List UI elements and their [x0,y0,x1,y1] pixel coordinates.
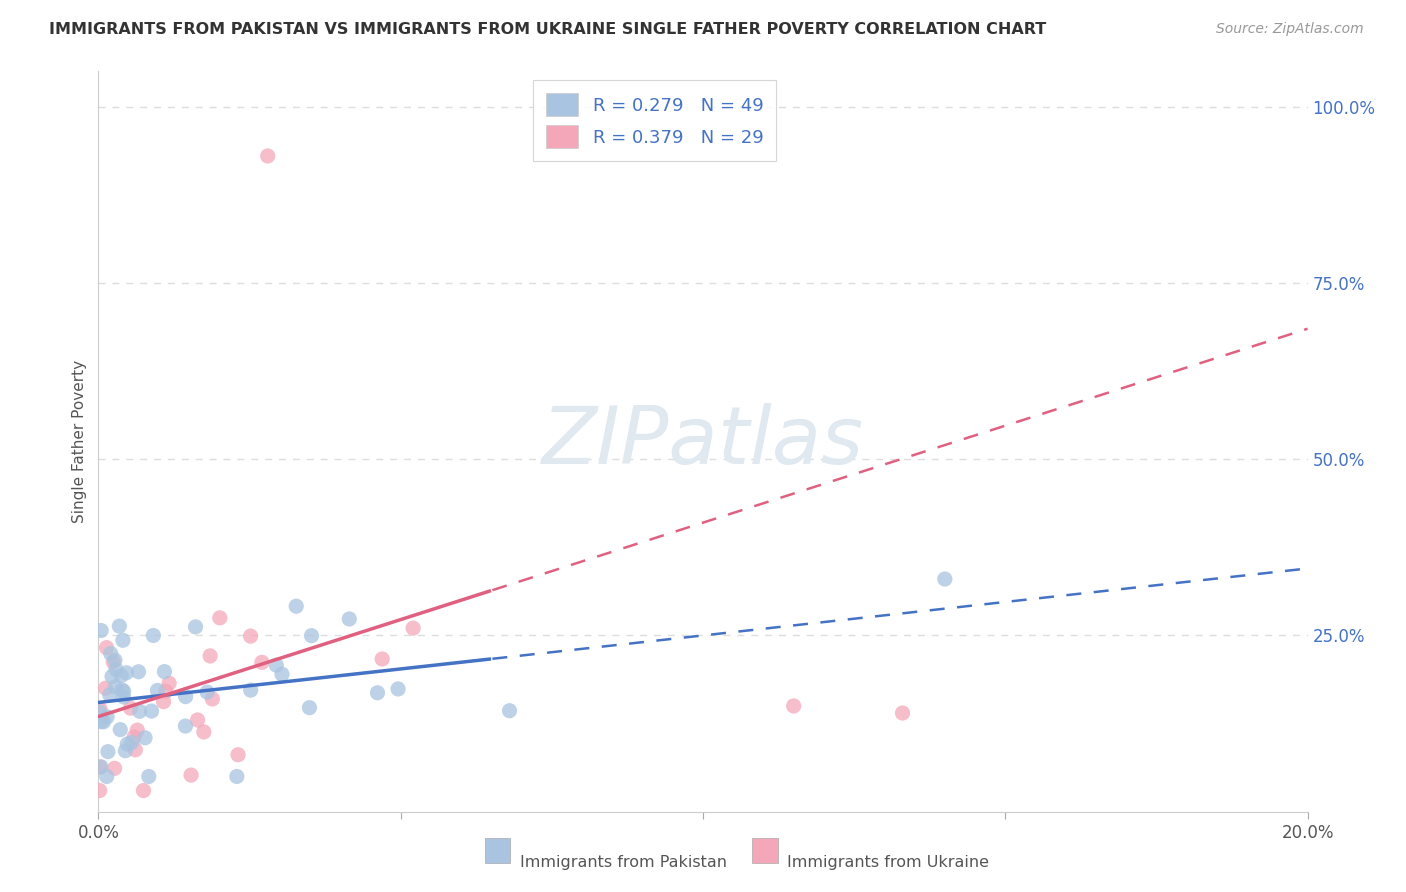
Point [174,690,197,704]
Point [97,745,120,759]
Point [90,714,112,729]
FancyBboxPatch shape [752,838,778,863]
Point [96,640,118,655]
Point [103,655,125,669]
Point [117,737,139,751]
Point [226,747,249,762]
Point [90,624,112,638]
Text: Source: ZipAtlas.com: Source: ZipAtlas.com [1216,22,1364,37]
Point [371,652,394,666]
Point [111,633,134,648]
Point [128,704,150,718]
Point [180,768,202,782]
Point [122,730,145,744]
Point [104,662,127,676]
Point [934,572,956,586]
Legend: R = 0.279   N = 49, R = 0.379   N = 29: R = 0.279 N = 49, R = 0.379 N = 29 [533,80,776,161]
Point [225,769,247,783]
Point [138,769,160,783]
Point [186,713,208,727]
Point [100,647,122,661]
Point [112,684,135,698]
Point [89,783,111,797]
Point [120,701,142,715]
Text: Immigrants from Ukraine: Immigrants from Ukraine [787,855,990,870]
Point [498,704,520,718]
Point [104,653,127,667]
Point [250,656,273,670]
Point [201,692,224,706]
Point [108,619,131,633]
Point [271,667,294,681]
Point [239,683,262,698]
Point [110,723,132,737]
Point [93,714,115,729]
Point [103,761,125,775]
Point [891,706,914,720]
Point [112,690,135,704]
Point [198,648,221,663]
Point [141,704,163,718]
Point [157,676,180,690]
Point [152,695,174,709]
Point [387,681,409,696]
Point [98,688,121,702]
Point [783,698,806,713]
Point [89,705,111,719]
Point [94,681,117,696]
Point [134,731,156,745]
Point [121,735,143,749]
Point [124,743,146,757]
Point [111,683,134,698]
Point [101,669,124,683]
Point [195,685,218,699]
Point [285,599,308,614]
Point [155,684,177,698]
Text: IMMIGRANTS FROM PAKISTAN VS IMMIGRANTS FROM UKRAINE SINGLE FATHER POVERTY CORREL: IMMIGRANTS FROM PAKISTAN VS IMMIGRANTS F… [49,22,1046,37]
Point [110,668,132,682]
Point [128,665,150,679]
Point [298,700,321,714]
Point [96,710,118,724]
Point [127,723,149,738]
Point [301,629,323,643]
Point [104,680,127,694]
Point [402,621,425,635]
Point [90,760,112,774]
Point [256,149,278,163]
Y-axis label: Single Father Poverty: Single Father Poverty [72,360,87,523]
Point [193,725,215,739]
FancyBboxPatch shape [485,838,510,863]
Point [184,620,207,634]
Point [174,719,197,733]
Text: Immigrants from Pakistan: Immigrants from Pakistan [520,855,727,870]
Point [142,628,165,642]
Point [366,686,388,700]
Text: ZIPatlas: ZIPatlas [541,402,865,481]
Point [89,760,111,774]
Point [96,769,118,783]
Point [146,683,169,698]
Point [239,629,262,643]
Point [114,744,136,758]
Point [264,658,287,673]
Point [337,612,360,626]
Point [208,611,231,625]
Point [115,665,138,680]
Point [89,702,111,716]
Point [153,665,176,679]
Point [132,783,155,797]
